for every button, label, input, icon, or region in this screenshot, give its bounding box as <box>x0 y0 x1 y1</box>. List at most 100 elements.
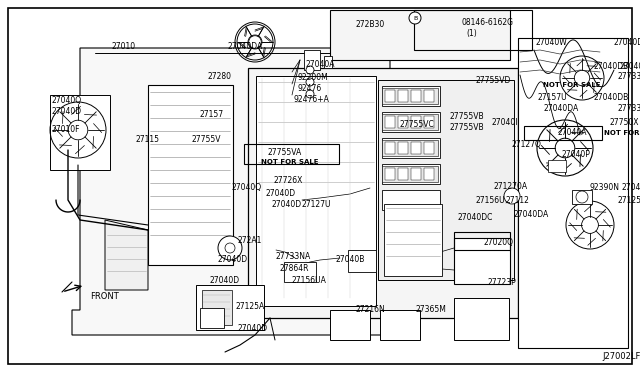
Text: 27750X: 27750X <box>610 118 639 127</box>
Bar <box>202 290 232 325</box>
Bar <box>380 310 420 340</box>
Text: 27726X: 27726X <box>274 176 303 185</box>
Text: 92476+A: 92476+A <box>294 95 330 104</box>
Circle shape <box>582 217 598 233</box>
Circle shape <box>248 35 262 49</box>
Text: 27280: 27280 <box>208 72 232 81</box>
Circle shape <box>574 70 589 86</box>
Text: 27040D: 27040D <box>238 324 268 333</box>
Bar <box>424 116 434 128</box>
Bar <box>414 10 532 50</box>
Bar <box>382 112 440 132</box>
Text: 27755VC: 27755VC <box>399 120 434 129</box>
Bar <box>382 166 438 182</box>
Text: 27127Q: 27127Q <box>512 140 542 149</box>
Text: NOT FOR SALE: NOT FOR SALE <box>543 82 600 88</box>
Text: 27755VB: 27755VB <box>450 123 484 132</box>
Polygon shape <box>105 220 148 290</box>
Circle shape <box>306 90 314 98</box>
Text: 27040Q: 27040Q <box>52 96 82 105</box>
Bar <box>385 168 395 180</box>
Bar <box>378 80 514 280</box>
Bar <box>382 114 438 130</box>
Text: 27115: 27115 <box>136 135 160 144</box>
Text: 27040DA: 27040DA <box>228 42 263 51</box>
Text: 27040DB: 27040DB <box>594 93 629 102</box>
Text: 27040D: 27040D <box>272 200 302 209</box>
Bar <box>398 142 408 154</box>
Circle shape <box>556 138 575 158</box>
Bar <box>148 85 233 265</box>
Text: 27127U: 27127U <box>302 200 332 209</box>
Bar <box>330 310 370 340</box>
Bar <box>424 142 434 154</box>
Text: 27733M: 27733M <box>617 104 640 113</box>
Bar <box>411 90 421 102</box>
Bar <box>572 190 592 204</box>
Text: 271270A: 271270A <box>494 182 528 191</box>
Text: 272A1: 272A1 <box>237 236 261 245</box>
Bar <box>548 160 566 172</box>
Text: 27755VA: 27755VA <box>268 148 302 157</box>
Text: 27040DB: 27040DB <box>594 62 629 71</box>
Text: 27040W: 27040W <box>536 38 568 47</box>
Text: NOT FOR SALE: NOT FOR SALE <box>604 130 640 136</box>
Bar <box>524 126 602 140</box>
Bar <box>384 204 442 276</box>
Bar <box>382 190 440 210</box>
Bar <box>382 140 438 156</box>
Text: 27040DA: 27040DA <box>543 104 579 113</box>
Text: 27156U: 27156U <box>476 196 506 205</box>
Bar <box>518 38 628 348</box>
Text: B: B <box>413 16 417 20</box>
Bar <box>454 238 510 284</box>
Bar <box>385 142 395 154</box>
Text: 27365M: 27365M <box>416 305 447 314</box>
Text: FRONT: FRONT <box>90 292 119 301</box>
Text: 92390N: 92390N <box>590 183 620 192</box>
Text: J27002LF: J27002LF <box>602 352 640 361</box>
Bar <box>324 56 332 68</box>
Text: 27755VB: 27755VB <box>450 112 484 121</box>
Bar <box>385 90 395 102</box>
Bar <box>454 232 510 250</box>
Text: 27040A: 27040A <box>306 60 335 69</box>
Text: 27040D: 27040D <box>52 107 82 116</box>
Circle shape <box>576 191 588 203</box>
Text: 27040A: 27040A <box>557 128 586 137</box>
Bar <box>411 142 421 154</box>
Text: 27723P: 27723P <box>487 278 516 287</box>
Text: 27125C: 27125C <box>618 196 640 205</box>
Text: 272B30: 272B30 <box>356 20 385 29</box>
Bar <box>244 144 339 164</box>
Text: 27040I: 27040I <box>492 118 518 127</box>
Bar <box>200 308 224 328</box>
Circle shape <box>218 236 242 260</box>
Bar <box>424 90 434 102</box>
Bar <box>248 68 518 318</box>
Bar <box>196 285 264 330</box>
Text: 27216N: 27216N <box>356 305 386 314</box>
Text: 27040D: 27040D <box>620 62 640 71</box>
Bar <box>424 168 434 180</box>
Polygon shape <box>72 48 520 335</box>
Text: 27010F: 27010F <box>52 125 81 134</box>
Text: 27040D: 27040D <box>614 38 640 47</box>
Text: 27020Q: 27020Q <box>483 238 513 247</box>
Text: 27040D: 27040D <box>218 255 248 264</box>
Circle shape <box>306 66 314 74</box>
Circle shape <box>306 78 314 86</box>
Bar <box>256 76 376 306</box>
Text: 27112: 27112 <box>506 196 530 205</box>
Text: 27755V: 27755V <box>192 135 221 144</box>
Circle shape <box>409 12 421 24</box>
Text: 27156UA: 27156UA <box>292 276 327 285</box>
Text: 27157U: 27157U <box>537 93 566 102</box>
Text: 27040D: 27040D <box>265 189 295 198</box>
Text: 08146-6162G: 08146-6162G <box>462 18 514 27</box>
Bar <box>411 168 421 180</box>
Text: 27010: 27010 <box>112 42 136 51</box>
Text: 27040P: 27040P <box>562 150 591 159</box>
Bar <box>398 168 408 180</box>
Bar <box>284 262 316 282</box>
